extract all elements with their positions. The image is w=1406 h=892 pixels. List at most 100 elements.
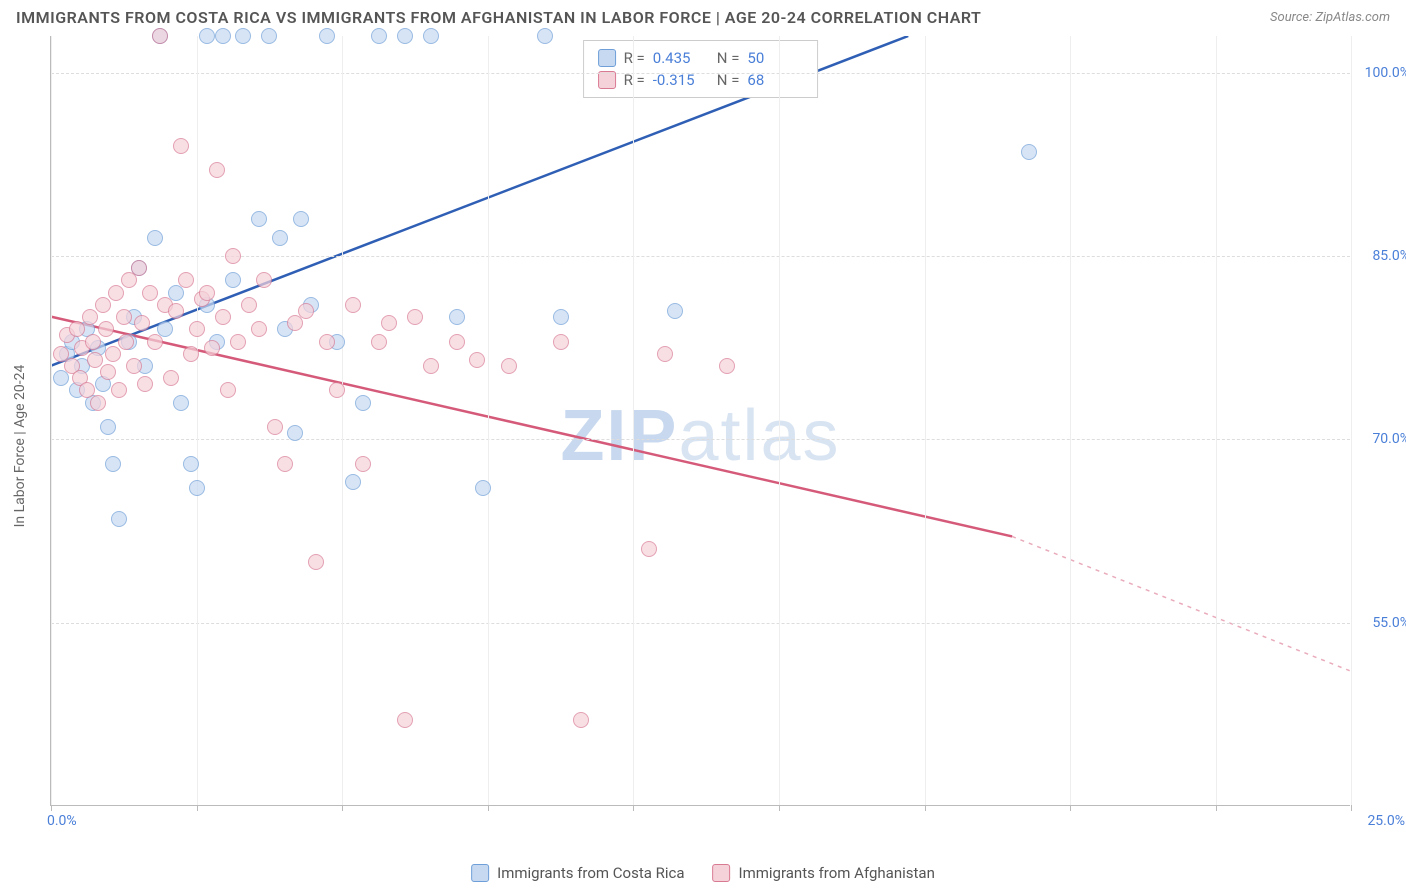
data-point	[449, 334, 465, 350]
gridline-v	[1070, 36, 1071, 805]
data-point	[183, 346, 199, 362]
legend-item: Immigrants from Costa Rica	[471, 864, 684, 882]
xtick	[488, 805, 489, 811]
data-point	[261, 28, 277, 44]
data-point	[230, 334, 246, 350]
data-point	[641, 541, 657, 557]
data-point	[355, 395, 371, 411]
data-point	[667, 303, 683, 319]
r-value: 0.435	[653, 49, 709, 67]
gridline-v	[1351, 36, 1352, 805]
data-point	[319, 28, 335, 44]
source-name: ZipAtlas.com	[1315, 10, 1390, 25]
data-point	[501, 358, 517, 374]
data-point	[90, 395, 106, 411]
xtick	[1216, 805, 1217, 811]
xtick-label: 0.0%	[47, 813, 77, 829]
ytick-label: 70.0%	[1355, 431, 1406, 447]
data-point	[277, 456, 293, 472]
data-point	[719, 358, 735, 374]
data-point	[267, 419, 283, 435]
data-point	[355, 456, 371, 472]
source-label: Source:	[1270, 10, 1312, 25]
ytick-label: 85.0%	[1355, 248, 1406, 264]
gridline-v	[633, 36, 634, 805]
series-name: Immigrants from Afghanistan	[739, 864, 935, 882]
data-point	[573, 712, 589, 728]
gridline-v	[488, 36, 489, 805]
data-point	[111, 511, 127, 527]
gridline-h	[51, 256, 1350, 257]
data-point	[397, 712, 413, 728]
data-point	[85, 334, 101, 350]
data-point	[69, 321, 85, 337]
data-point	[423, 358, 439, 374]
data-point	[204, 340, 220, 356]
ytick-label: 55.0%	[1355, 615, 1406, 631]
data-point	[178, 272, 194, 288]
xtick-label: 25.0%	[1367, 813, 1405, 829]
data-point	[553, 334, 569, 350]
data-point	[108, 285, 124, 301]
data-point	[116, 309, 132, 325]
data-point	[537, 28, 553, 44]
data-point	[163, 370, 179, 386]
data-point	[134, 315, 150, 331]
y-axis-label: In Labor Force | Age 20-24	[12, 365, 28, 528]
data-point	[298, 303, 314, 319]
n-value: 68	[747, 71, 803, 89]
data-point	[152, 28, 168, 44]
data-point	[251, 321, 267, 337]
data-point	[319, 334, 335, 350]
data-point	[173, 138, 189, 154]
data-point	[105, 346, 121, 362]
data-point	[381, 315, 397, 331]
data-point	[475, 480, 491, 496]
data-point	[189, 480, 205, 496]
xtick	[1351, 805, 1352, 811]
data-point	[235, 28, 251, 44]
trend-lines	[51, 36, 1350, 805]
xtick	[51, 805, 52, 811]
data-point	[215, 309, 231, 325]
data-point	[168, 303, 184, 319]
xtick	[342, 805, 343, 811]
n-value: 50	[747, 49, 803, 67]
watermark-zip: ZIP	[560, 396, 678, 476]
data-point	[189, 321, 205, 337]
legend-row: R =0.435N =50	[598, 47, 804, 69]
data-point	[469, 352, 485, 368]
data-point	[199, 28, 215, 44]
data-point	[131, 260, 147, 276]
data-point	[147, 334, 163, 350]
legend-swatch	[598, 49, 616, 67]
data-point	[308, 554, 324, 570]
ytick-label: 100.0%	[1355, 65, 1406, 81]
data-point	[100, 364, 116, 380]
data-point	[423, 28, 439, 44]
data-point	[215, 28, 231, 44]
data-point	[111, 382, 127, 398]
chart-area: ZIPatlas R =0.435N =50R =-0.315N =68 55.…	[50, 36, 1350, 806]
data-point	[183, 456, 199, 472]
data-point	[87, 352, 103, 368]
gridline-v	[925, 36, 926, 805]
legend-swatch	[471, 864, 489, 882]
data-point	[293, 211, 309, 227]
data-point	[553, 309, 569, 325]
data-point	[272, 230, 288, 246]
gridline-v	[779, 36, 780, 805]
data-point	[82, 309, 98, 325]
watermark-atlas: atlas	[678, 396, 840, 476]
gridline-v	[197, 36, 198, 805]
data-point	[173, 395, 189, 411]
data-point	[371, 28, 387, 44]
data-point	[657, 346, 673, 362]
data-point	[118, 334, 134, 350]
data-point	[142, 285, 158, 301]
data-point	[137, 376, 153, 392]
xtick	[925, 805, 926, 811]
data-point	[407, 309, 423, 325]
legend-item: Immigrants from Afghanistan	[713, 864, 935, 882]
data-point	[241, 297, 257, 313]
